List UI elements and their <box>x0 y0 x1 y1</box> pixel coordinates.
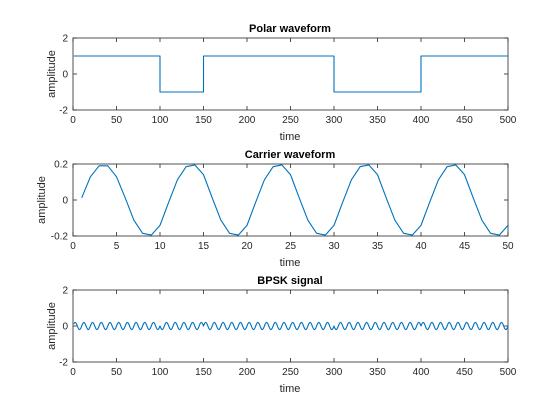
x-tick-label: 400 <box>413 115 430 126</box>
y-tick-label: 0 <box>62 70 68 81</box>
x-tick-label: 500 <box>500 115 517 126</box>
x-tick-label: 0 <box>70 115 76 126</box>
y-tick-label: -2 <box>59 358 68 369</box>
x-tick-label: 300 <box>326 115 343 126</box>
x-tick-label: 450 <box>456 115 473 126</box>
y-ticks: -0.2 0 0.2 <box>51 160 508 243</box>
y-tick-label: 0 <box>62 322 68 333</box>
x-ticks: 0 50 100 150 200 250 300 350 400 450 500 <box>70 290 517 378</box>
chart-title: Carrier waveform <box>245 149 336 161</box>
x-tick-label: 50 <box>111 367 123 378</box>
x-tick-label: 30 <box>328 241 340 252</box>
x-tick-label: 400 <box>413 367 430 378</box>
x-tick-label: 250 <box>282 367 299 378</box>
x-axis-label: time <box>280 383 301 395</box>
x-tick-label: 100 <box>152 367 169 378</box>
carrier-waveform-plot: 0 5 10 15 20 25 30 35 40 45 50 -0.200.2 Carrier wa… <box>36 149 514 269</box>
polar-waveform-plot: 0 50 100 150 200 250 300 350 400 450 500 -202 Pola… <box>46 23 517 143</box>
x-tick-label: 0 <box>70 367 76 378</box>
x-tick-label: 350 <box>369 115 386 126</box>
x-tick-label: 200 <box>239 367 256 378</box>
chart-title: BPSK signal <box>257 275 322 287</box>
x-tick-label: 20 <box>241 241 253 252</box>
series-line <box>73 55 508 93</box>
x-axis-label: time <box>280 257 301 269</box>
y-tick-label: 0.2 <box>54 160 68 171</box>
y-tick-label: -0.2 <box>51 232 69 243</box>
y-tick-label: 2 <box>62 34 68 45</box>
y-tick-label: 0 <box>62 196 68 207</box>
x-tick-label: 300 <box>326 367 343 378</box>
x-tick-label: 35 <box>372 241 384 252</box>
x-ticks: 0 50 100 150 200 250 300 350 400 450 500 <box>70 38 517 126</box>
x-tick-label: 0 <box>70 241 76 252</box>
x-tick-label: 150 <box>195 115 212 126</box>
y-axis-label: amplitude <box>36 176 48 224</box>
x-tick-label: 45 <box>459 241 471 252</box>
bpsk-signal-plot: 0 50 100 150 200 250 300 350 400 450 500 -202 BPSK… <box>46 275 517 395</box>
x-axis-label: time <box>280 131 301 143</box>
x-tick-label: 200 <box>239 115 256 126</box>
x-tick-label: 100 <box>152 115 169 126</box>
series-line <box>81 164 509 236</box>
x-tick-label: 350 <box>369 367 386 378</box>
y-ticks: -2 0 2 <box>59 34 508 117</box>
x-tick-label: 50 <box>111 115 123 126</box>
chart-title: Polar waveform <box>249 23 331 35</box>
x-tick-label: 10 <box>154 241 166 252</box>
x-tick-label: 250 <box>282 115 299 126</box>
y-axis-label: amplitude <box>46 302 58 350</box>
y-ticks: -2 0 2 <box>59 286 508 369</box>
x-tick-label: 5 <box>114 241 120 252</box>
x-tick-label: 150 <box>195 367 212 378</box>
series-line <box>73 321 509 331</box>
plot-area <box>72 37 509 111</box>
y-axis-label: amplitude <box>46 50 58 98</box>
y-tick-label: 2 <box>62 286 68 297</box>
x-tick-label: 50 <box>502 241 514 252</box>
x-tick-label: 40 <box>415 241 427 252</box>
y-tick-label: -2 <box>59 106 68 117</box>
x-tick-label: 15 <box>198 241 210 252</box>
x-tick-label: 25 <box>285 241 297 252</box>
x-tick-label: 500 <box>500 367 517 378</box>
x-ticks: 0 5 10 15 20 25 30 35 40 45 50 <box>70 164 514 252</box>
x-tick-label: 450 <box>456 367 473 378</box>
